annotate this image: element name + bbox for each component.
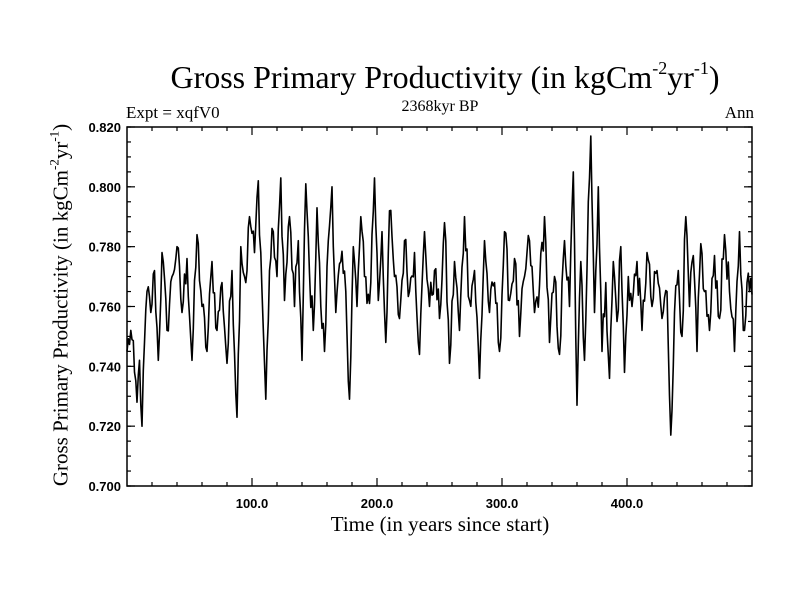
experiment-label: Expt = xqfV0	[126, 103, 220, 122]
series-line	[126, 135, 753, 436]
y-tick-label: 0.780	[88, 240, 121, 255]
y-tick-label: 0.800	[88, 180, 121, 195]
season-label: Ann	[724, 103, 754, 122]
y-tick-label: 0.820	[88, 120, 121, 135]
y-tick-label: 0.720	[88, 419, 121, 434]
x-tick-label: 100.0	[236, 496, 269, 511]
chart-subtitle: 2368kyr BP	[401, 98, 479, 115]
x-tick-label: 300.0	[486, 496, 519, 511]
y-tick-label: 0.700	[88, 479, 121, 494]
x-tick-label: 200.0	[361, 496, 394, 511]
x-tick-label: 400.0	[611, 496, 644, 511]
x-axis-label: Time (in years since start)	[330, 512, 550, 536]
y-tick-label: 0.760	[88, 300, 121, 315]
tick-labels: 0.700 0.720 0.740 0.760 0.780 0.800 0.820 100.0…	[88, 120, 643, 511]
y-tick-label: 0.740	[88, 359, 121, 374]
chart-title: Gross Primary Productivity (in kgCm-2yr-…	[170, 58, 720, 95]
plot-frame	[126, 126, 753, 487]
